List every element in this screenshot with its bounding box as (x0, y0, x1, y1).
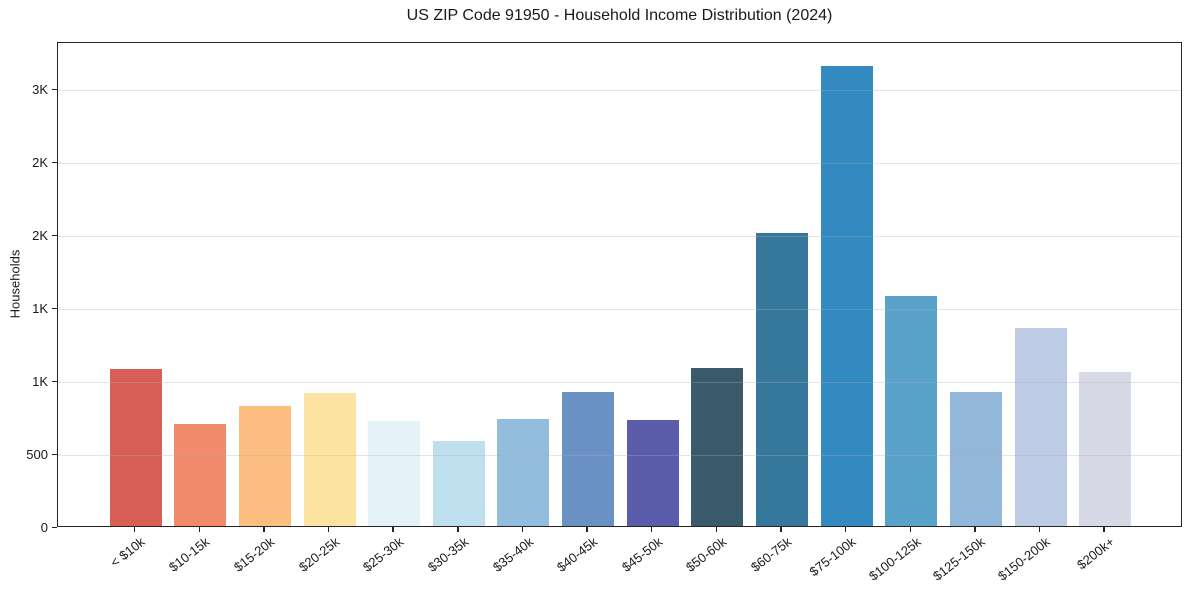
y-tick-label: 1K (32, 300, 48, 316)
x-tick-label: $15-20k (230, 534, 278, 575)
x-tick-label: $125-150k (930, 534, 989, 584)
x-tick-mark (780, 527, 782, 532)
y-tick-label: 2K (32, 154, 48, 170)
y-tick-mark (52, 526, 57, 528)
x-tick-mark (198, 527, 201, 532)
bar (691, 367, 744, 526)
x-tick-label: $60-75k (747, 534, 795, 575)
x-axis-labels: < $10k $10-15k $15-20k $20-25k $25-30k $30-35… (57, 534, 1182, 590)
bar (432, 441, 485, 526)
bar (1079, 372, 1132, 526)
bar (303, 393, 356, 526)
bar (1014, 327, 1067, 526)
x-tick-mark (1103, 527, 1105, 532)
x-tick-label: < $10k (107, 534, 148, 571)
bar (949, 392, 1002, 526)
x-tick-label: $45-50k (618, 534, 665, 575)
bar (885, 296, 938, 526)
x-tick-label: $50-60k (683, 534, 730, 575)
x-tick-label: $200k+ (1074, 534, 1118, 573)
bar (756, 232, 808, 526)
y-tick-label: 3K (32, 81, 48, 97)
x-tick-label: $75-100k (806, 534, 859, 580)
x-tick-mark (133, 527, 136, 532)
bar (109, 369, 162, 526)
y-tick-mark (52, 161, 57, 164)
bar (174, 423, 227, 526)
x-tick-label: $20-25k (295, 534, 342, 575)
x-tick-label: $10-15k (166, 534, 213, 575)
bar (497, 419, 550, 526)
bar (562, 392, 615, 526)
x-tick-mark (844, 527, 847, 532)
x-tick-mark (521, 527, 524, 532)
x-tick-mark (263, 527, 265, 532)
y-tick-mark (52, 234, 57, 237)
x-tick-mark (457, 527, 459, 532)
y-tick-mark (52, 307, 57, 310)
x-tick-mark (327, 527, 330, 532)
x-tick-label: $35-40k (489, 534, 536, 575)
x-tick-mark (909, 527, 911, 532)
y-tick-mark (52, 88, 57, 91)
y-tick-label: 1K (32, 373, 48, 389)
x-tick-label: $150-200k (995, 534, 1053, 584)
bars-layer (58, 43, 1181, 526)
x-tick-label: $30-35k (424, 534, 472, 575)
y-tick-label: 2K (32, 227, 48, 243)
x-tick-mark (586, 527, 588, 532)
x-tick-mark (650, 527, 653, 532)
y-tick-mark (52, 453, 57, 456)
x-tick-mark (392, 527, 394, 532)
chart-title: US ZIP Code 91950 - Household Income Dis… (406, 7, 833, 24)
bar (626, 420, 679, 526)
x-tick-mark (974, 527, 976, 532)
y-tick-mark (52, 380, 57, 383)
bar (820, 66, 873, 526)
bar (238, 405, 291, 526)
x-tick-mark (1038, 527, 1041, 532)
x-tick-label: $40-45k (554, 534, 601, 575)
y-tick-label: 500 (26, 446, 48, 462)
plot-area (57, 42, 1182, 527)
x-tick-label: $25-30k (360, 534, 407, 575)
x-tick-label: $100-125k (865, 534, 924, 584)
y-tick-label: 0 (40, 519, 48, 535)
bar (368, 420, 421, 526)
x-tick-mark (715, 527, 718, 532)
